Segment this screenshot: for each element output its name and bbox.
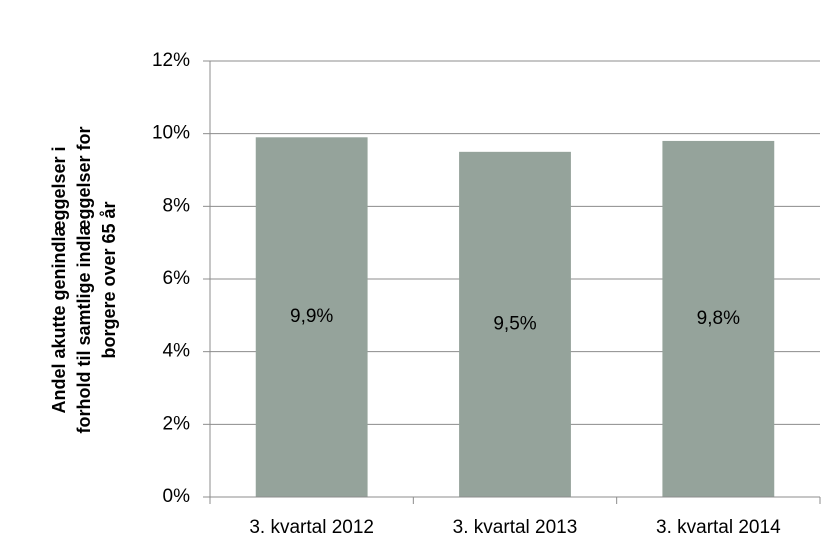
value-label: 9,8% <box>697 308 740 329</box>
x-tick-label: 3. kvartal 2012 <box>249 517 374 538</box>
x-tick-label: 3. kvartal 2013 <box>453 517 578 538</box>
value-label: 9,5% <box>493 313 536 334</box>
y-tick-label: 2% <box>163 413 191 434</box>
bar <box>662 140 775 497</box>
bar <box>255 137 368 498</box>
x-tick-label: 3. kvartal 2014 <box>656 517 781 538</box>
y-tick-label: 0% <box>163 486 191 507</box>
y-axis-title: Andel akutte genindlæggelser i forhold t… <box>49 126 119 433</box>
y-tick-label: 6% <box>163 268 191 289</box>
bar <box>459 151 571 498</box>
y-axis-title-line: forhold til samtlige indlæggelser for <box>74 126 94 433</box>
y-axis-title-line: borgere over 65 år <box>99 201 119 358</box>
y-axis-title-line: Andel akutte genindlæggelser i <box>49 146 69 413</box>
y-tick-label: 4% <box>163 341 191 362</box>
y-tick-label: 12% <box>152 50 190 71</box>
y-tick-label: 8% <box>163 195 191 216</box>
value-label: 9,9% <box>290 306 333 327</box>
y-tick-label: 10% <box>152 123 190 144</box>
